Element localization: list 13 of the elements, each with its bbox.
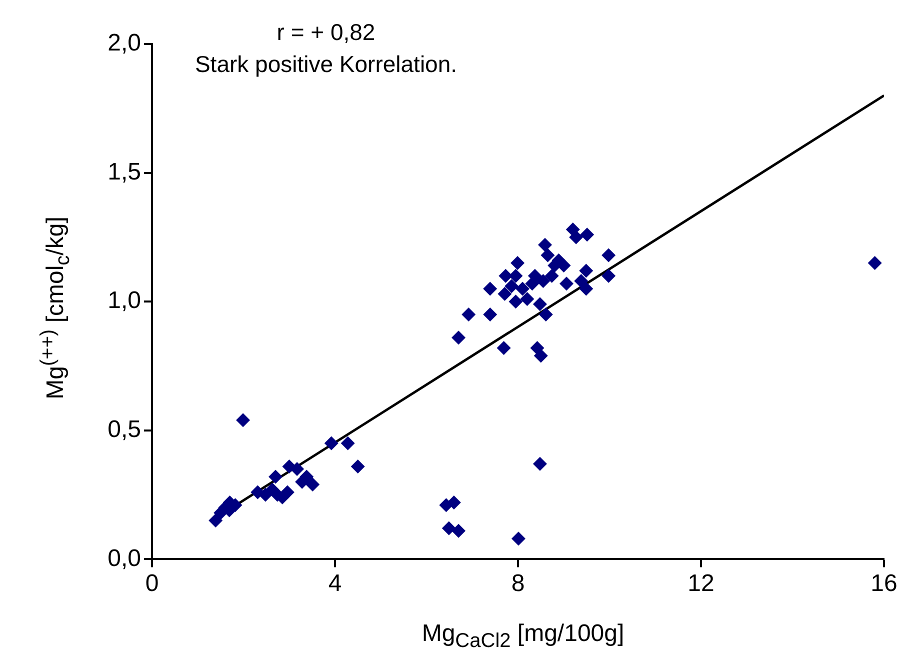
x-tick-label: 12 xyxy=(688,570,714,598)
y-tick-label: 0,0 xyxy=(108,544,141,572)
x-tick-label: 4 xyxy=(328,570,342,598)
x-tick-label: 8 xyxy=(511,570,525,598)
y-tick-label: 2,0 xyxy=(108,30,141,57)
x-axis-title: Mg$_{CaCl2}$ [mg/100g] xyxy=(422,620,624,653)
x-tick-label: 0 xyxy=(145,570,159,598)
y-tick-label: 1,0 xyxy=(108,287,141,314)
y-tick-label: 0,5 xyxy=(108,416,141,444)
y-tick-label: 1,5 xyxy=(108,158,141,186)
annotation: Stark positive Korrelation. xyxy=(194,50,458,77)
annotation: r = + 0,82 xyxy=(276,18,376,45)
x-tick-label: 16 xyxy=(870,570,898,598)
